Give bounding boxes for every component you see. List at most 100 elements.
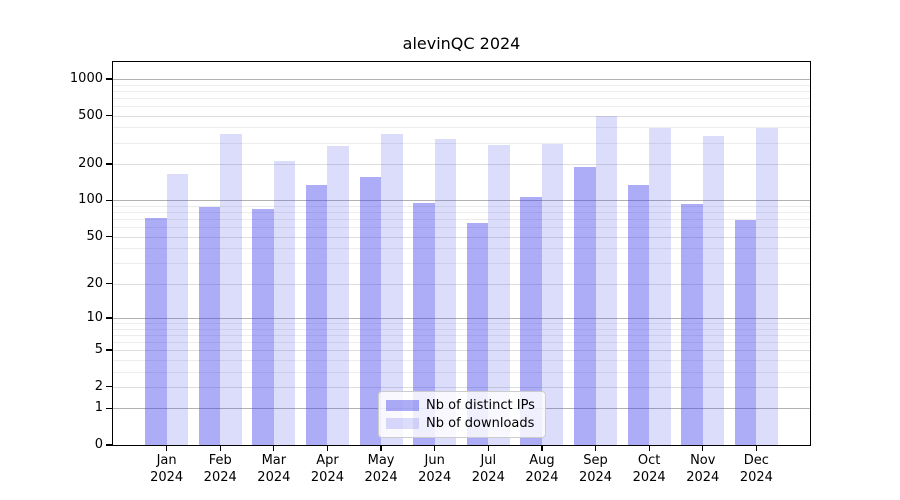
gridline-minor — [113, 227, 810, 229]
y-tick-mark — [106, 386, 113, 388]
gridline-major — [113, 78, 810, 80]
y-tick-mark — [106, 444, 113, 446]
bar-distinct-ips-nov — [681, 204, 703, 445]
x-tick-label: Jan 2024 — [150, 453, 184, 485]
bar-downloads-apr — [327, 146, 349, 445]
bar-downloads-nov — [702, 136, 725, 445]
gridline-minor — [113, 212, 810, 214]
bar-distinct-ips-mar — [252, 208, 274, 445]
gridline-minor — [113, 263, 810, 265]
bar-distinct-ips-may — [359, 176, 382, 445]
y-tick-mark — [106, 349, 113, 351]
bar-distinct-ips-feb — [198, 207, 221, 445]
bar-distinct-ips-apr — [305, 185, 328, 445]
bar-distinct-ips-jul — [466, 223, 489, 445]
bar-downloads-jul — [488, 144, 510, 445]
y-tick-label: 1000 — [69, 70, 103, 86]
legend-label-distinct-ips: Nb of distinct IPs — [426, 398, 535, 413]
y-tick-label: 50 — [86, 228, 103, 244]
x-tick-mark — [165, 446, 168, 451]
x-tick-mark — [380, 446, 382, 451]
x-tick-mark — [487, 446, 489, 451]
y-tick-mark — [106, 78, 113, 80]
y-tick-label: 0 — [94, 437, 103, 452]
gridline-minor — [113, 334, 810, 336]
bar-distinct-ips-aug — [520, 196, 542, 445]
gridline-major — [113, 200, 810, 202]
x-tick-label: Feb 2024 — [203, 453, 237, 485]
x-tick-mark — [594, 446, 597, 451]
x-tick-mark — [273, 446, 275, 451]
gridline-minor — [113, 248, 810, 250]
y-tick-label: 100 — [78, 192, 103, 208]
y-tick-mark — [106, 407, 113, 409]
legend-swatch-downloads-icon — [386, 418, 419, 429]
bar-distinct-ips-oct — [627, 185, 650, 445]
x-tick-label: Jul 2024 — [471, 453, 505, 485]
legend-label-downloads: Nb of downloads — [426, 416, 535, 431]
bar-downloads-oct — [649, 128, 671, 445]
x-tick-mark — [541, 446, 543, 451]
gridline-minor — [113, 283, 810, 285]
bar-downloads-dec — [756, 127, 778, 445]
gridline-minor — [113, 386, 810, 388]
x-tick-label: Sep 2024 — [578, 453, 613, 485]
y-tick-label: 200 — [78, 156, 103, 171]
gridline-minor — [113, 205, 810, 207]
x-tick-label: Jun 2024 — [418, 453, 452, 485]
y-tick-mark — [106, 163, 113, 165]
plot-area — [113, 62, 810, 445]
gridline-minor — [113, 328, 810, 330]
y-tick-mark — [106, 236, 113, 238]
gridline-minor — [113, 105, 810, 107]
gridline-minor — [113, 115, 810, 117]
x-tick-mark — [434, 446, 436, 451]
y-tick-mark — [106, 283, 113, 285]
gridline-minor — [113, 90, 810, 92]
x-tick-mark — [702, 446, 704, 451]
gridline-minor — [113, 371, 810, 373]
legend: Nb of distinct IPs Nb of downloads — [378, 391, 546, 438]
y-tick-mark — [106, 114, 113, 117]
bar-downloads-sep — [595, 115, 618, 445]
y-tick-mark — [106, 199, 113, 202]
legend-item-downloads: Nb of downloads — [386, 416, 537, 431]
x-tick-mark — [326, 446, 329, 451]
x-tick-label: Nov 2024 — [686, 453, 720, 485]
bar-downloads-jan — [166, 174, 189, 445]
gridline-minor — [113, 341, 810, 343]
gridline-minor — [113, 164, 810, 165]
x-tick-label: Oct 2024 — [632, 453, 666, 485]
gridline-minor — [113, 97, 810, 99]
bar-downloads-mar — [273, 160, 296, 445]
gridline-minor — [113, 219, 810, 221]
x-tick-mark — [755, 446, 758, 451]
bar-downloads-jun — [434, 139, 457, 445]
x-tick-label: Mar 2024 — [257, 453, 291, 485]
y-tick-mark — [106, 317, 113, 319]
y-tick-label: 20 — [86, 275, 103, 291]
bar-distinct-ips-sep — [574, 166, 596, 445]
bar-distinct-ips-jun — [413, 203, 435, 445]
x-tick-label: Dec 2024 — [739, 453, 773, 485]
y-tick-label: 5 — [94, 342, 103, 358]
y-tick-label: 1 — [94, 400, 103, 416]
gridline-minor — [113, 323, 810, 324]
bar-distinct-ips-dec — [734, 219, 757, 445]
legend-item-distinct-ips: Nb of distinct IPs — [386, 398, 537, 413]
y-tick-label: 2 — [94, 378, 103, 394]
x-tick-mark — [219, 446, 221, 451]
y-tick-label: 10 — [86, 309, 103, 325]
gridline-minor — [113, 359, 810, 361]
bar-downloads-may — [381, 134, 403, 445]
bar-distinct-ips-jan — [145, 217, 167, 445]
gridline-minor — [113, 142, 810, 144]
gridline-minor — [113, 127, 810, 129]
gridline-minor — [113, 84, 810, 86]
gridline-minor — [113, 236, 810, 238]
x-tick-label: Aug 2024 — [525, 453, 559, 485]
chart-title: alevinQC 2024 — [402, 34, 521, 53]
x-tick-label: Apr 2024 — [310, 453, 344, 485]
bar-downloads-aug — [541, 144, 564, 445]
